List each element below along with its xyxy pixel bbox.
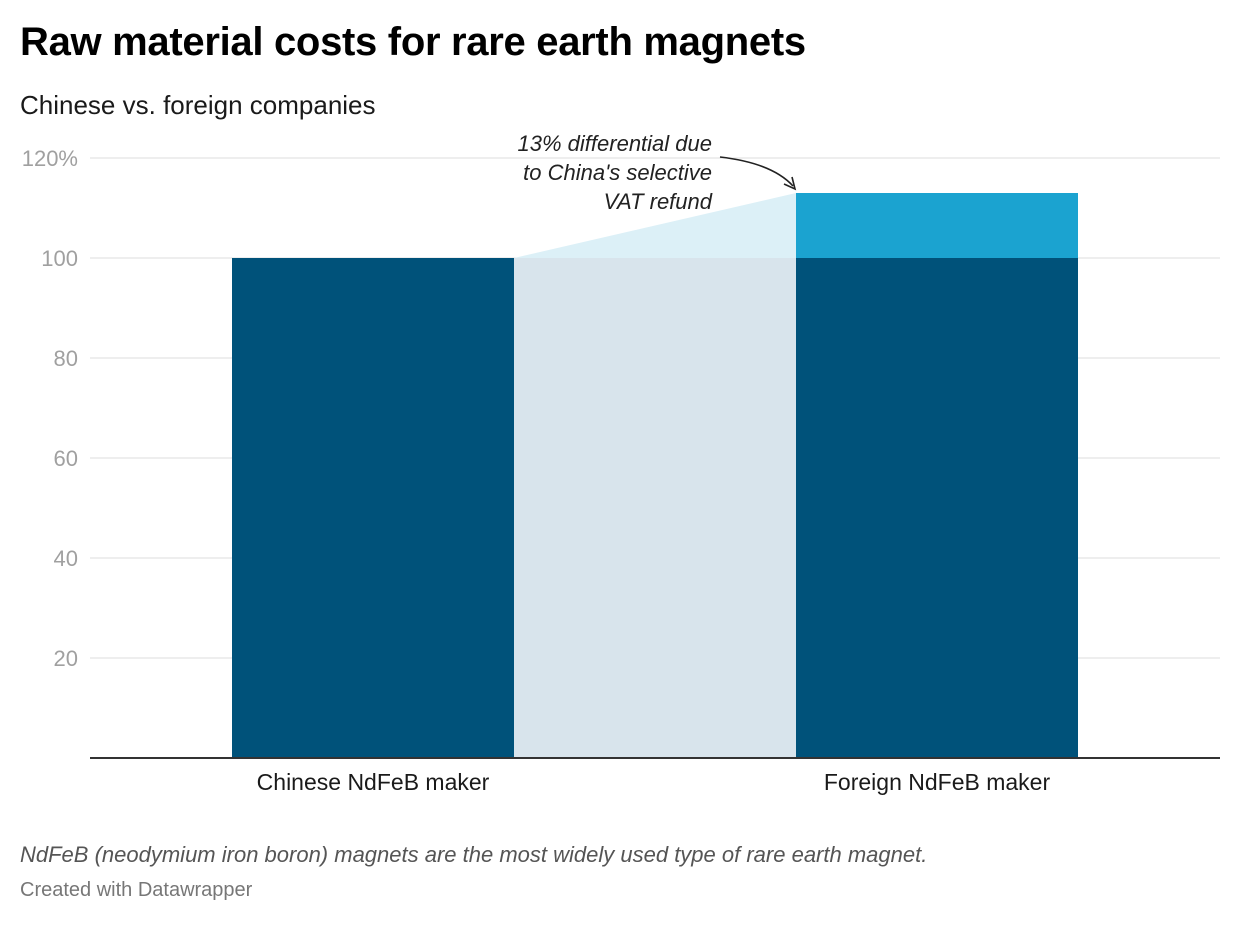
annotation-text-line: 13% differential due [518,131,712,156]
y-tick-label: 120% [22,146,78,171]
y-tick-label: 100 [41,246,78,271]
chart-title: Raw material costs for rare earth magnet… [20,20,806,64]
bar-differential [796,193,1078,258]
annotation-text-line: VAT refund [604,189,713,214]
y-tick-label: 60 [54,446,78,471]
bar-base [232,258,514,758]
chart-subtitle: Chinese vs. foreign companies [20,90,376,120]
x-category-label: Chinese NdFeB maker [257,769,490,795]
y-tick-label: 40 [54,546,78,571]
y-tick-label: 80 [54,346,78,371]
chart-notes: NdFeB (neodymium iron boron) magnets are… [20,842,928,867]
annotation-text-line: to China's selective [523,160,712,185]
connector-area [514,258,796,758]
chart-credit: Created with Datawrapper [20,879,253,901]
bar-base [796,258,1078,758]
annotation-arrowhead [783,176,797,191]
differential-wedge [514,193,796,258]
annotation-arrow [719,156,794,187]
y-tick-label: 20 [54,646,78,671]
x-category-label: Foreign NdFeB maker [824,769,1051,795]
